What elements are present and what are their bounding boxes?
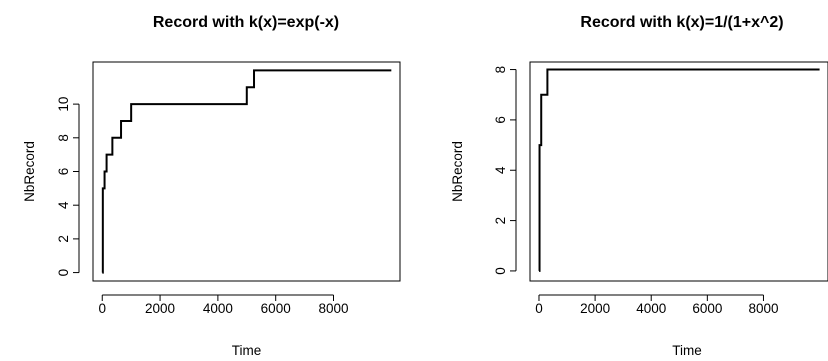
- x-tick-label: 2000: [580, 301, 610, 316]
- x-tick-label: 8000: [318, 301, 348, 316]
- y-tick-label: 2: [56, 235, 71, 243]
- y-tick-label: 4: [56, 201, 71, 209]
- y-tick-label: 8: [493, 66, 508, 74]
- y-tick-label: 4: [493, 166, 508, 174]
- y-tick-label: 6: [493, 116, 508, 124]
- plot-frame: [529, 61, 828, 282]
- plot-frame: [92, 61, 401, 282]
- y-tick-label: 2: [493, 217, 508, 225]
- chart-title: Record with k(x)=1/(1+x^2): [580, 14, 783, 31]
- x-tick-label: 4000: [636, 301, 666, 316]
- y-tick-label: 0: [493, 267, 508, 275]
- x-tick-label: 6000: [261, 301, 291, 316]
- x-tick-label: 4000: [203, 301, 233, 316]
- y-axis-label: NbRecord: [22, 141, 37, 202]
- chart-panel-right: Record with k(x)=1/(1+x^2) 0 2000 4000 6000 8…: [450, 14, 828, 358]
- record-step-line: [538, 68, 820, 272]
- record-step-line: [101, 69, 392, 274]
- x-axis-label: Time: [232, 343, 262, 358]
- y-tick-label: 0: [56, 269, 71, 277]
- x-tick-label: 8000: [748, 301, 778, 316]
- x-tick-label: 6000: [692, 301, 722, 316]
- x-tick-label: 0: [98, 301, 106, 316]
- x-axis-label: Time: [672, 343, 702, 358]
- y-tick-label: 8: [56, 134, 71, 142]
- chart-title: Record with k(x)=exp(-x): [153, 14, 339, 31]
- chart-panel-left: Record with k(x)=exp(-x) 0 2000 4000 6000 800…: [22, 14, 401, 358]
- y-tick-label: 6: [56, 168, 71, 176]
- y-axis-label: NbRecord: [450, 141, 465, 202]
- x-tick-label: 0: [535, 301, 543, 316]
- x-tick-label: 2000: [145, 301, 175, 316]
- y-tick-label: 10: [56, 97, 71, 112]
